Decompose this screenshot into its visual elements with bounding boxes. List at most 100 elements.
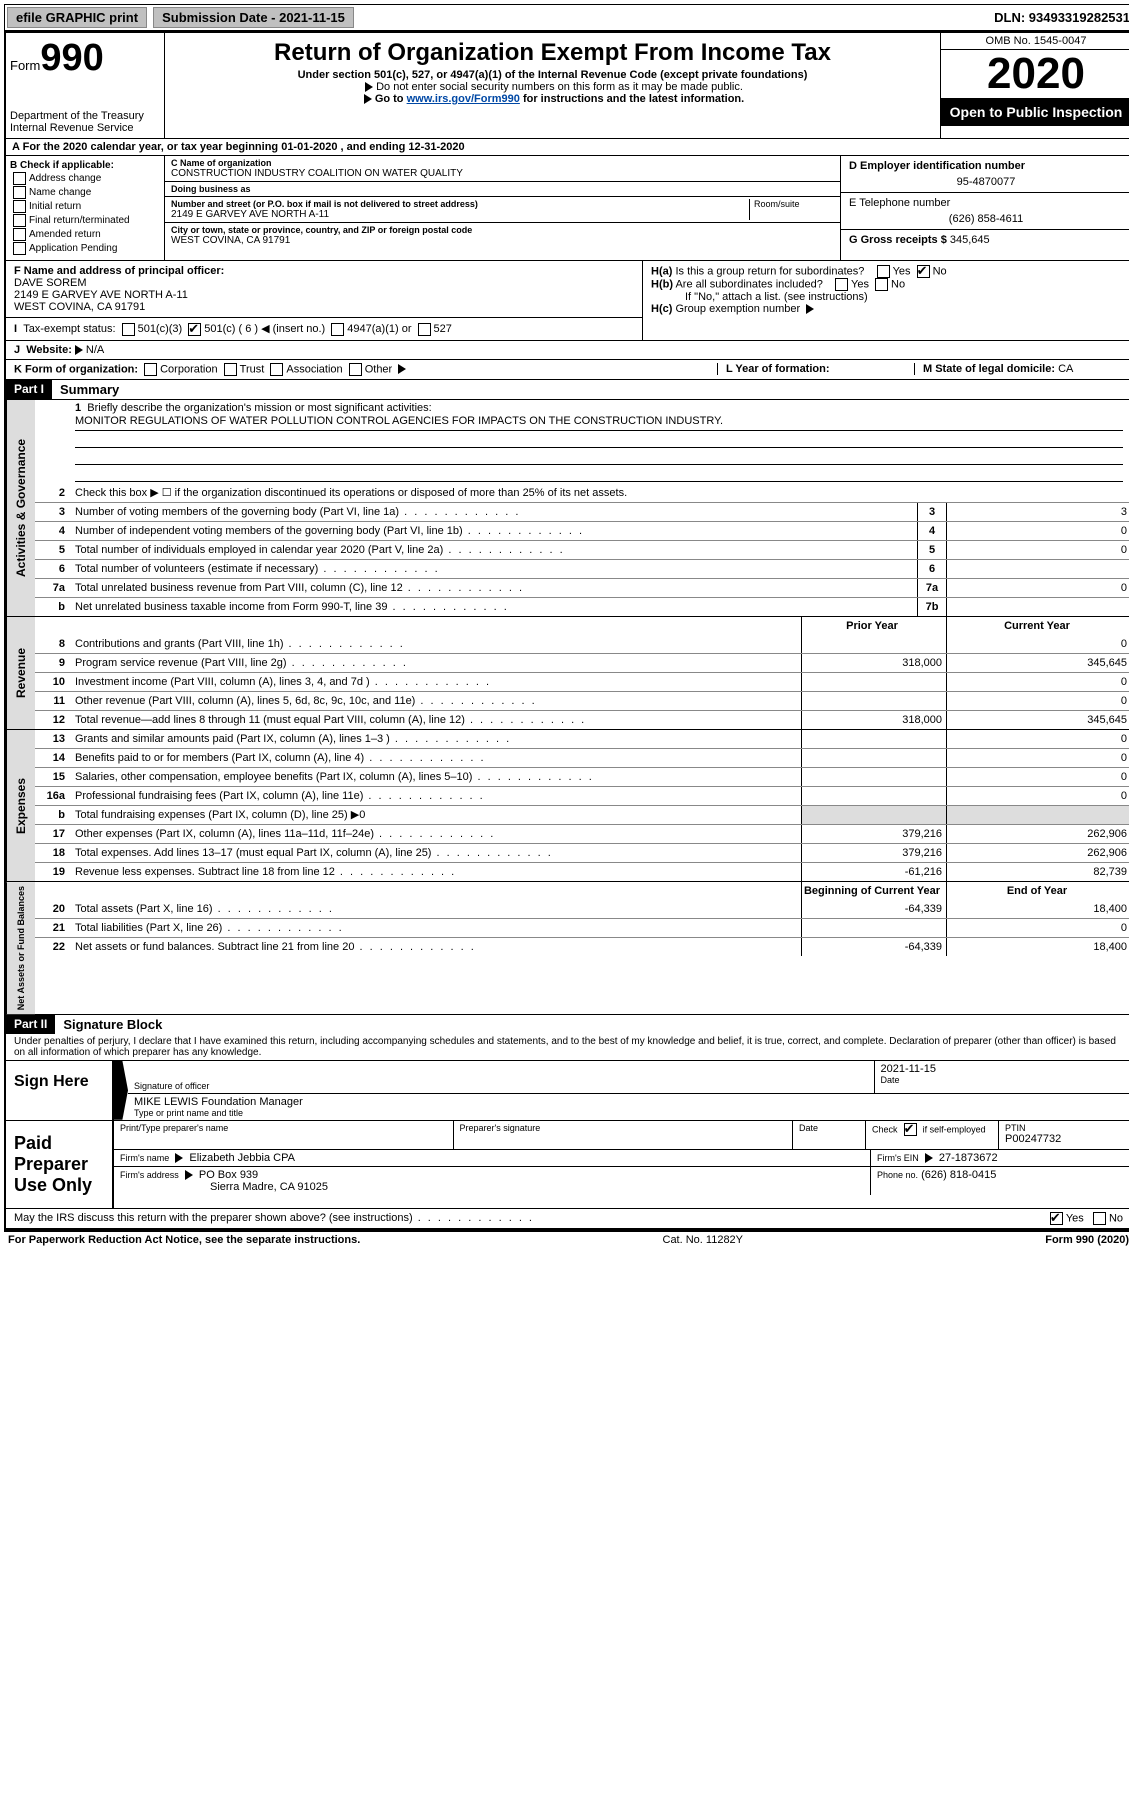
chk-4947[interactable] bbox=[331, 323, 344, 336]
year-formation-label: L Year of formation: bbox=[726, 363, 830, 375]
chk-application-pending[interactable]: Application Pending bbox=[10, 242, 160, 255]
ptin-label: PTIN bbox=[1005, 1123, 1125, 1133]
summary-line: 22Net assets or fund balances. Subtract … bbox=[35, 937, 1129, 956]
section-revenue: Revenue Prior Year Current Year 8Contrib… bbox=[6, 617, 1129, 730]
city-value: WEST COVINA, CA 91791 bbox=[171, 235, 834, 246]
efile-button[interactable]: efile GRAPHIC print bbox=[7, 7, 147, 28]
part-2-title: Signature Block bbox=[55, 1015, 170, 1034]
penalties-statement: Under penalties of perjury, I declare th… bbox=[6, 1034, 1129, 1061]
row-klm: K Form of organization: Corporation Trus… bbox=[6, 360, 1129, 380]
sig-date-label: Date bbox=[881, 1075, 1126, 1085]
type-print-label: Type or print name and title bbox=[134, 1108, 1125, 1118]
street-value: 2149 E GARVEY AVE NORTH A-11 bbox=[171, 209, 745, 220]
officer-addr1: 2149 E GARVEY AVE NORTH A-11 bbox=[14, 289, 634, 301]
section-expenses: Expenses 13Grants and similar amounts pa… bbox=[6, 730, 1129, 882]
phone-label: E Telephone number bbox=[849, 197, 1123, 209]
officer-name: DAVE SOREM bbox=[14, 277, 634, 289]
form-ref: Form 990 (2020) bbox=[1045, 1234, 1129, 1246]
dba-label: Doing business as bbox=[171, 184, 834, 194]
triangle-icon bbox=[364, 94, 372, 104]
discuss-text: May the IRS discuss this return with the… bbox=[14, 1212, 1047, 1225]
box-f: F Name and address of principal officer:… bbox=[6, 261, 643, 340]
summary-line: 4Number of independent voting members of… bbox=[35, 521, 1129, 540]
summary-line: 20Total assets (Part X, line 16)-64,3391… bbox=[35, 900, 1129, 918]
dept-treasury: Department of the Treasury bbox=[10, 110, 160, 122]
summary-line: 16aProfessional fundraising fees (Part I… bbox=[35, 786, 1129, 805]
room-label: Room/suite bbox=[750, 199, 834, 220]
chk-527[interactable] bbox=[418, 323, 431, 336]
sig-date-value: 2021-11-15 bbox=[881, 1063, 1126, 1075]
form-label: Form bbox=[10, 58, 40, 73]
summary-line: 13Grants and similar amounts paid (Part … bbox=[35, 730, 1129, 748]
summary-line: 6Total number of volunteers (estimate if… bbox=[35, 559, 1129, 578]
row-a-tax-year: A For the 2020 calendar year, or tax yea… bbox=[6, 139, 1129, 156]
col-end-year: End of Year bbox=[946, 882, 1129, 900]
section-fh: F Name and address of principal officer:… bbox=[6, 261, 1129, 341]
chk-501c3[interactable] bbox=[122, 323, 135, 336]
box-b: B Check if applicable: Address change Na… bbox=[6, 156, 165, 260]
summary-line: 3Number of voting members of the governi… bbox=[35, 502, 1129, 521]
chk-ha-no[interactable] bbox=[917, 265, 930, 278]
summary-line: 8Contributions and grants (Part VIII, li… bbox=[35, 635, 1129, 653]
triangle-icon bbox=[806, 304, 814, 314]
vtab-revenue: Revenue bbox=[6, 617, 35, 729]
vtab-net-assets: Net Assets or Fund Balances bbox=[6, 882, 35, 1014]
summary-line: 5Total number of individuals employed in… bbox=[35, 540, 1129, 559]
row-j: J Website: N/A bbox=[6, 341, 1129, 360]
ein-value: 95-4870077 bbox=[849, 172, 1123, 188]
title-block: Return of Organization Exempt From Incom… bbox=[165, 33, 940, 138]
chk-501c[interactable] bbox=[188, 323, 201, 336]
section-governance: Activities & Governance 1 Briefly descri… bbox=[6, 400, 1129, 617]
part-1-tag: Part I bbox=[6, 380, 52, 399]
chk-discuss-no[interactable] bbox=[1093, 1212, 1106, 1225]
chk-discuss-yes[interactable] bbox=[1050, 1212, 1063, 1225]
part-2-tag: Part II bbox=[6, 1015, 55, 1034]
sign-here-label: Sign Here bbox=[6, 1061, 114, 1120]
chk-trust[interactable] bbox=[224, 363, 237, 376]
sign-here-section: Sign Here Signature of officer 2021-11-1… bbox=[6, 1061, 1129, 1121]
summary-line: 9Program service revenue (Part VIII, lin… bbox=[35, 653, 1129, 672]
chk-hb-yes[interactable] bbox=[835, 278, 848, 291]
box-deg: D Employer identification number 95-4870… bbox=[840, 156, 1129, 260]
row-i: I Tax-exempt status: 501(c)(3) 501(c) ( … bbox=[6, 317, 642, 336]
cat-no: Cat. No. 11282Y bbox=[360, 1234, 1045, 1246]
page-footer: For Paperwork Reduction Act Notice, see … bbox=[4, 1232, 1129, 1248]
chk-assoc[interactable] bbox=[270, 363, 283, 376]
irs-link[interactable]: www.irs.gov/Form990 bbox=[407, 93, 520, 105]
tax-year: 2020 bbox=[941, 50, 1129, 98]
preparer-sig-label: Preparer's signature bbox=[460, 1123, 787, 1133]
firm-name: Elizabeth Jebbia CPA bbox=[189, 1152, 295, 1164]
part-1-header: Part I Summary bbox=[6, 380, 1129, 400]
phone-value: (626) 858-4611 bbox=[849, 209, 1123, 225]
chk-hb-no[interactable] bbox=[875, 278, 888, 291]
summary-line: 11Other revenue (Part VIII, column (A), … bbox=[35, 691, 1129, 710]
chk-ha-yes[interactable] bbox=[877, 265, 890, 278]
firm-phone: (626) 818-0415 bbox=[921, 1169, 996, 1181]
mission-text: MONITOR REGULATIONS OF WATER POLLUTION C… bbox=[75, 414, 1123, 431]
col-prior-year: Prior Year bbox=[801, 617, 946, 635]
chk-corp[interactable] bbox=[144, 363, 157, 376]
chk-initial-return[interactable]: Initial return bbox=[10, 200, 160, 213]
chk-other[interactable] bbox=[349, 363, 362, 376]
preparer-date-label: Date bbox=[799, 1123, 859, 1133]
submission-date-button[interactable]: Submission Date - 2021-11-15 bbox=[153, 7, 354, 28]
chk-address-change[interactable]: Address change bbox=[10, 172, 160, 185]
city-label: City or town, state or province, country… bbox=[171, 225, 834, 235]
sig-officer-label: Signature of officer bbox=[134, 1081, 868, 1091]
box-h: H(a) Is this a group return for subordin… bbox=[643, 261, 1129, 340]
summary-line: 12Total revenue—add lines 8 through 11 (… bbox=[35, 710, 1129, 729]
triangle-icon bbox=[925, 1153, 933, 1163]
discuss-row: May the IRS discuss this return with the… bbox=[6, 1209, 1129, 1230]
chk-name-change[interactable]: Name change bbox=[10, 186, 160, 199]
triangle-icon bbox=[175, 1153, 183, 1163]
chk-final-return[interactable]: Final return/terminated bbox=[10, 214, 160, 227]
chk-self-employed[interactable] bbox=[904, 1123, 917, 1136]
chk-amended-return[interactable]: Amended return bbox=[10, 228, 160, 241]
summary-line: 2Check this box ▶ ☐ if the organization … bbox=[35, 484, 1129, 502]
gross-receipts-value: 345,645 bbox=[950, 234, 990, 246]
ssn-note: Do not enter social security numbers on … bbox=[173, 81, 932, 93]
street-label: Number and street (or P.O. box if mail i… bbox=[171, 199, 745, 209]
paid-preparer-section: Paid Preparer Use Only Print/Type prepar… bbox=[6, 1121, 1129, 1209]
summary-line: 10Investment income (Part VIII, column (… bbox=[35, 672, 1129, 691]
triangle-icon bbox=[75, 345, 83, 355]
